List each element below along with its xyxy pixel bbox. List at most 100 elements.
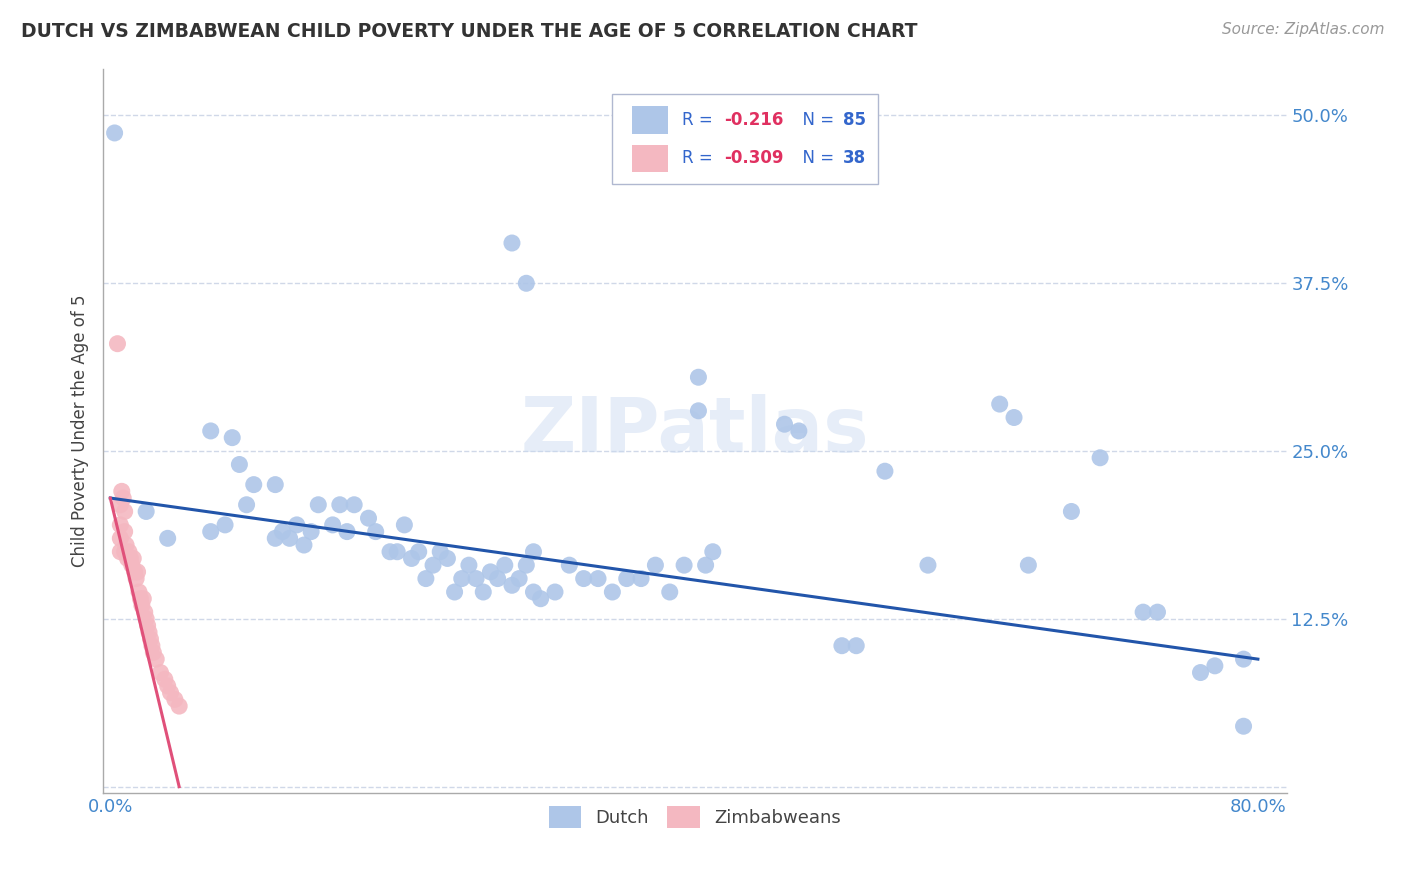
Point xyxy=(156,679,179,693)
Point xyxy=(153,672,176,686)
Text: N =: N = xyxy=(792,111,839,129)
Point xyxy=(695,558,717,573)
Point xyxy=(458,558,481,573)
Point xyxy=(343,498,366,512)
Point xyxy=(200,424,222,438)
Point xyxy=(572,572,595,586)
Point xyxy=(111,484,134,499)
Point xyxy=(163,692,186,706)
Point xyxy=(299,524,322,539)
Point xyxy=(1146,605,1168,619)
Point xyxy=(159,686,181,700)
Point xyxy=(132,591,155,606)
Point xyxy=(285,517,308,532)
Point xyxy=(1132,605,1154,619)
Point xyxy=(443,585,465,599)
Point xyxy=(422,558,444,573)
Point xyxy=(1060,504,1083,518)
Point xyxy=(917,558,939,573)
Point xyxy=(501,235,523,250)
Point xyxy=(544,585,567,599)
Point xyxy=(114,504,136,518)
Point xyxy=(586,572,609,586)
Point xyxy=(1088,450,1111,465)
Point xyxy=(110,517,132,532)
Point xyxy=(787,424,810,438)
Point xyxy=(307,498,329,512)
Point xyxy=(515,558,537,573)
Point xyxy=(125,572,148,586)
Text: -0.309: -0.309 xyxy=(724,149,785,168)
Point xyxy=(134,605,156,619)
Point xyxy=(110,531,132,545)
Point xyxy=(322,517,344,532)
Point xyxy=(117,551,139,566)
Text: R =: R = xyxy=(682,149,718,168)
Point xyxy=(688,404,710,418)
Text: -0.216: -0.216 xyxy=(724,111,783,129)
Text: R =: R = xyxy=(682,111,718,129)
Point xyxy=(120,551,142,566)
Point xyxy=(271,524,294,539)
Point xyxy=(508,572,530,586)
Text: 85: 85 xyxy=(842,111,866,129)
Point xyxy=(336,524,359,539)
Point xyxy=(129,591,152,606)
Point xyxy=(135,612,157,626)
Point xyxy=(138,625,160,640)
Point xyxy=(131,599,153,613)
Point xyxy=(845,639,868,653)
Point xyxy=(107,336,129,351)
FancyBboxPatch shape xyxy=(612,94,879,185)
Point xyxy=(135,504,157,518)
Point xyxy=(264,477,287,491)
Point xyxy=(530,591,553,606)
Point xyxy=(408,545,430,559)
Point xyxy=(387,545,409,559)
Y-axis label: Child Poverty Under the Age of 5: Child Poverty Under the Age of 5 xyxy=(72,294,89,567)
Point xyxy=(128,585,150,599)
Point xyxy=(121,558,143,573)
Text: DUTCH VS ZIMBABWEAN CHILD POVERTY UNDER THE AGE OF 5 CORRELATION CHART: DUTCH VS ZIMBABWEAN CHILD POVERTY UNDER … xyxy=(21,22,918,41)
Point xyxy=(501,578,523,592)
Point xyxy=(1189,665,1212,680)
Point xyxy=(357,511,380,525)
Point xyxy=(200,524,222,539)
Point xyxy=(1002,410,1025,425)
Point xyxy=(415,572,437,586)
Text: ZIPatlas: ZIPatlas xyxy=(520,394,869,468)
Point xyxy=(558,558,581,573)
Point xyxy=(465,572,488,586)
Point xyxy=(429,545,451,559)
Point xyxy=(472,585,495,599)
Point xyxy=(145,652,167,666)
Point xyxy=(114,524,136,539)
Point xyxy=(1232,652,1254,666)
Point xyxy=(658,585,681,599)
Point xyxy=(214,517,236,532)
Point xyxy=(235,498,257,512)
Point xyxy=(673,558,696,573)
Point xyxy=(115,538,138,552)
Point xyxy=(127,565,149,579)
Point xyxy=(112,491,135,505)
FancyBboxPatch shape xyxy=(633,145,668,172)
Point xyxy=(688,370,710,384)
Point xyxy=(486,572,509,586)
Legend: Dutch, Zimbabweans: Dutch, Zimbabweans xyxy=(541,798,848,835)
Point xyxy=(118,545,141,559)
Point xyxy=(149,665,172,680)
Point xyxy=(616,572,638,586)
Point xyxy=(988,397,1011,411)
Point xyxy=(104,126,127,140)
Point xyxy=(278,531,301,545)
Point xyxy=(394,517,416,532)
Point xyxy=(702,545,724,559)
Point xyxy=(292,538,315,552)
Point xyxy=(630,572,652,586)
Point xyxy=(378,545,401,559)
Point xyxy=(242,477,264,491)
Point xyxy=(873,464,896,478)
Point xyxy=(167,699,190,714)
Point xyxy=(364,524,387,539)
